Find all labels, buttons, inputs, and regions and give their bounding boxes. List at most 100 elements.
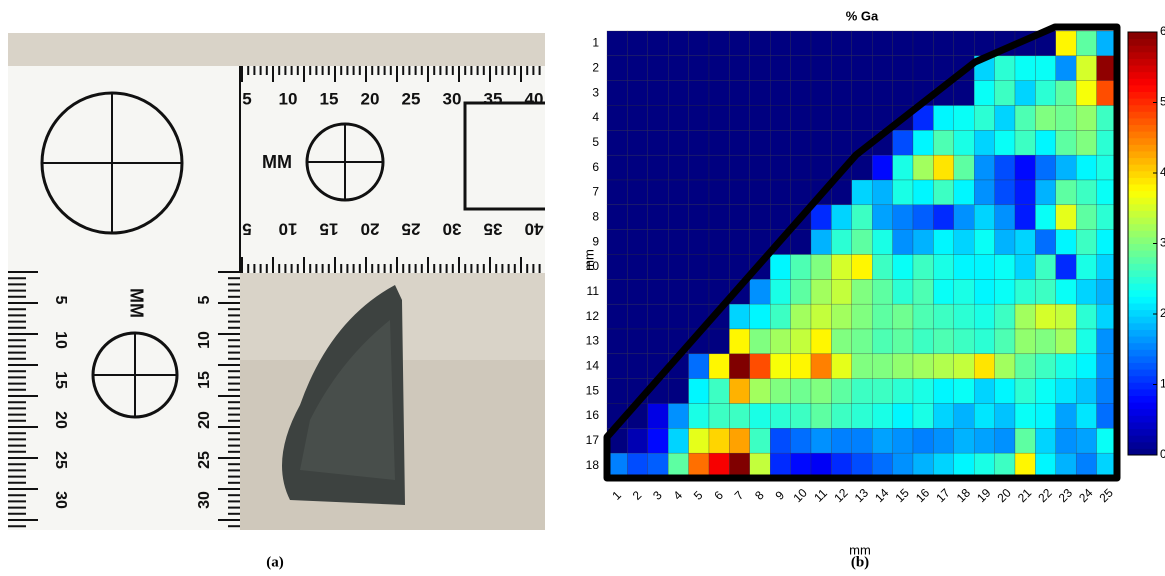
colorbar-band xyxy=(1128,137,1157,145)
heatmap-cell xyxy=(974,229,995,255)
heatmap-cell xyxy=(1035,130,1057,156)
colorbar-band xyxy=(1128,435,1157,443)
heatmap-cell xyxy=(851,55,873,81)
heatmap-cell xyxy=(831,452,853,479)
heatmap-cell xyxy=(953,229,975,255)
ruler-label: 30 xyxy=(52,491,69,509)
heatmap-cell xyxy=(668,254,689,280)
heatmap-cell xyxy=(994,204,1016,230)
y-tick-label: 11 xyxy=(587,284,600,298)
heatmap-cell xyxy=(647,254,669,280)
colorbar-band xyxy=(1128,45,1157,53)
colorbar-band xyxy=(1128,150,1157,159)
heatmap-cell xyxy=(749,403,771,429)
heatmap-cell xyxy=(831,328,853,355)
heatmap-cell xyxy=(1035,179,1057,206)
x-tick-label: 20 xyxy=(995,486,1015,506)
colorbar-band xyxy=(1128,428,1157,436)
heatmap-cell xyxy=(851,303,873,330)
y-axis-label: mm xyxy=(581,249,596,271)
heatmap-cell xyxy=(953,80,975,106)
ruler-label: 20 xyxy=(196,411,213,429)
heatmap-cell xyxy=(729,105,751,131)
ruler-label: 15 xyxy=(196,371,213,389)
heatmap-cell xyxy=(810,452,832,479)
heatmap-cell xyxy=(647,30,669,57)
heatmap-cell xyxy=(974,204,995,230)
heatmap-cell xyxy=(912,428,934,454)
x-tick-label: 18 xyxy=(954,486,974,506)
heatmap-cell xyxy=(790,154,812,181)
heatmap-cell xyxy=(627,55,649,81)
heatmap-cell xyxy=(770,303,791,330)
heatmap-cell xyxy=(627,154,649,181)
heatmap-cell xyxy=(892,179,914,206)
heatmap-cell xyxy=(1014,229,1036,255)
heatmap-cell xyxy=(1035,254,1057,280)
colorbar-band xyxy=(1128,157,1157,165)
heatmap-cell xyxy=(688,403,710,429)
heatmap-cell xyxy=(994,353,1016,379)
heatmap-cell xyxy=(708,204,730,230)
heatmap-cell xyxy=(933,179,955,206)
heatmap-cell xyxy=(872,154,893,181)
heatmap-cell xyxy=(627,328,649,355)
x-tick-label: 13 xyxy=(852,486,872,506)
heatmap-cell xyxy=(1035,229,1057,255)
heatmap-cell xyxy=(606,229,628,255)
heatmap-cell xyxy=(953,353,975,379)
heatmap-cell xyxy=(974,353,995,379)
heatmap-cell xyxy=(872,428,893,454)
caption: (b) xyxy=(851,554,869,570)
heatmap-cell xyxy=(933,303,955,330)
heatmap-cell xyxy=(810,154,832,181)
colorbar-band xyxy=(1128,84,1157,92)
heatmap-cell xyxy=(912,229,934,255)
chart-title: % Ga xyxy=(846,8,879,23)
heatmap-cell xyxy=(1014,55,1036,81)
heatmap-cell xyxy=(688,154,710,181)
heatmap-cell xyxy=(810,378,832,404)
heatmap-cell xyxy=(851,179,873,206)
heatmap-cell xyxy=(729,30,751,57)
colorbar-band xyxy=(1128,111,1157,119)
heatmap-cell xyxy=(953,204,975,230)
heatmap-cell xyxy=(749,428,771,454)
heatmap-cell xyxy=(668,279,689,305)
heatmap-cell xyxy=(810,254,832,280)
heatmap-cell xyxy=(892,80,914,106)
heatmap-cell xyxy=(1014,80,1036,106)
heatmap-cell xyxy=(1014,303,1036,330)
heatmap-cell xyxy=(1075,154,1097,181)
heatmap-cell xyxy=(892,428,914,454)
heatmap-cell xyxy=(708,452,730,479)
heatmap-cell xyxy=(1075,229,1097,255)
ruler-label: 10 xyxy=(279,89,298,108)
heatmap-cell xyxy=(933,154,955,181)
heatmap-cell xyxy=(872,179,893,206)
heatmap-cell xyxy=(810,105,832,131)
heatmap-cell xyxy=(974,328,995,355)
colorbar-band xyxy=(1128,421,1157,430)
heatmap-cell xyxy=(749,80,771,106)
x-tick-label: 17 xyxy=(933,486,953,506)
heatmap-cell xyxy=(892,452,914,479)
heatmap-cell xyxy=(1075,105,1097,131)
heatmap-cell xyxy=(749,452,771,479)
heatmap-cell xyxy=(1055,353,1077,379)
heatmap-cell xyxy=(892,55,914,81)
heatmap-cell xyxy=(974,378,995,404)
heatmap-cell xyxy=(892,279,914,305)
x-tick-label: 10 xyxy=(791,486,811,506)
y-tick-label: 3 xyxy=(592,85,599,99)
x-tick-label: 16 xyxy=(913,486,933,506)
y-tick-label: 2 xyxy=(592,60,599,74)
heatmap-cell xyxy=(892,328,914,355)
heatmap-cell xyxy=(729,378,751,404)
colorbar-tick-label: 3 xyxy=(1160,236,1165,250)
heatmap-cell xyxy=(647,130,669,156)
heatmap-cell xyxy=(831,229,853,255)
colorbar-band xyxy=(1128,276,1157,284)
colorbar-band xyxy=(1128,91,1157,99)
heatmap-cell xyxy=(810,55,832,81)
